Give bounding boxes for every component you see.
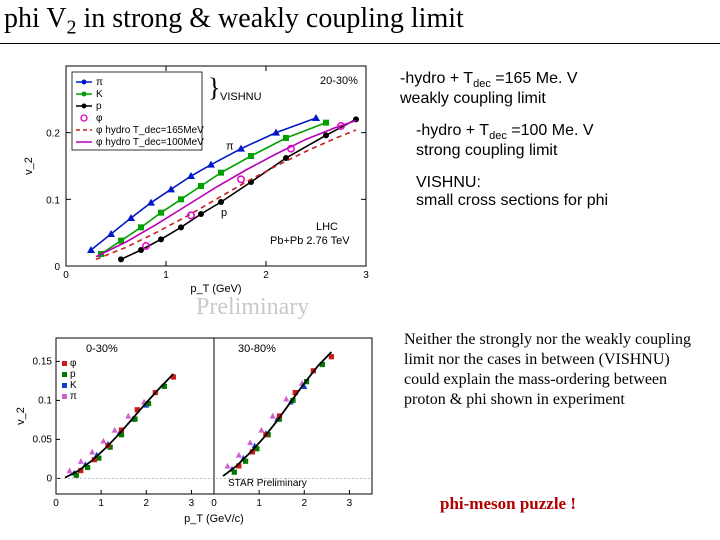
- svg-text:20-30%: 20-30%: [320, 75, 358, 87]
- svg-text:π: π: [70, 391, 77, 402]
- svg-text:K: K: [70, 380, 77, 391]
- page-title: phi V2 in strong & weakly coupling limit: [4, 3, 464, 40]
- title-post: in strong & weakly coupling limit: [77, 3, 464, 34]
- svg-text:p: p: [96, 101, 102, 112]
- weak-line1-pre: -hydro + T: [400, 70, 473, 87]
- title-bar: phi V2 in strong & weakly coupling limit: [0, 0, 720, 44]
- svg-text:Pb+Pb 2.76 TeV: Pb+Pb 2.76 TeV: [270, 235, 350, 247]
- svg-text:K: K: [96, 89, 103, 100]
- svg-text:30-80%: 30-80%: [238, 343, 276, 355]
- vishnu-note: VISHNU: small cross sections for phi: [416, 174, 710, 210]
- strong-coupling-note: -hydro + Tdec =100 Me. V strong coupling…: [416, 122, 710, 160]
- svg-text:0.15: 0.15: [33, 356, 53, 367]
- svg-text:p: p: [70, 369, 76, 380]
- svg-text:π: π: [226, 140, 234, 152]
- svg-text:}: }: [208, 73, 220, 102]
- strong-line1-post: =100 Me. V: [507, 122, 594, 139]
- weak-line1-sub: dec: [473, 78, 491, 90]
- svg-text:2: 2: [263, 270, 269, 281]
- svg-text:0.1: 0.1: [46, 195, 60, 206]
- svg-text:1: 1: [98, 498, 104, 509]
- strong-line1-pre: -hydro + T: [416, 122, 489, 139]
- svg-text:p_T (GeV/c): p_T (GeV/c): [184, 513, 244, 525]
- svg-text:1: 1: [256, 498, 262, 509]
- svg-text:VISHNU: VISHNU: [220, 91, 262, 103]
- svg-text:0.1: 0.1: [38, 395, 52, 406]
- svg-text:2: 2: [302, 498, 308, 509]
- svg-text:0-30%: 0-30%: [86, 343, 118, 355]
- phi-meson-puzzle: phi-meson puzzle !: [440, 494, 576, 514]
- svg-text:0: 0: [63, 270, 69, 281]
- svg-text:3: 3: [189, 498, 195, 509]
- strong-line1-sub: dec: [489, 130, 507, 142]
- svg-text:φ hydro T_dec=100MeV: φ hydro T_dec=100MeV: [96, 137, 204, 148]
- title-sub: 2: [67, 17, 77, 39]
- svg-text:3: 3: [363, 270, 369, 281]
- svg-text:0.05: 0.05: [33, 434, 53, 445]
- svg-text:0: 0: [46, 473, 52, 484]
- svg-text:p: p: [221, 207, 227, 219]
- svg-text:φ: φ: [96, 113, 103, 124]
- weak-line1-post: =165 Me. V: [491, 70, 578, 87]
- strong-line2: strong coupling limit: [416, 142, 710, 160]
- explanation-paragraph: Neither the strongly nor the weakly coup…: [404, 330, 704, 410]
- svg-text:π: π: [96, 77, 103, 88]
- svg-text:v_2: v_2: [23, 157, 35, 175]
- svg-text:LHC: LHC: [316, 221, 338, 233]
- svg-text:φ: φ: [70, 358, 77, 369]
- svg-text:φ hydro T_dec=165MeV: φ hydro T_dec=165MeV: [96, 125, 204, 136]
- title-pre: phi V: [4, 3, 67, 34]
- weak-coupling-note: -hydro + Tdec =165 Me. V weakly coupling…: [400, 70, 710, 108]
- vishnu-text: small cross sections for phi: [416, 192, 710, 210]
- bottom-chart: 0 0.05 0.1 0.15 0 0 1 1 2 2 3 3 v_2 p_T (GeV/c) 0-30% 3…: [10, 330, 390, 530]
- top-chart: 012300.10.2p_T (GeV)v_2πKpφφ hydro T_dec…: [16, 56, 376, 296]
- svg-text:1: 1: [163, 270, 169, 281]
- preliminary-watermark: Preliminary: [196, 294, 309, 321]
- svg-text:0: 0: [53, 498, 59, 509]
- svg-text:v_2: v_2: [15, 407, 27, 425]
- side-notes: -hydro + Tdec =165 Me. V weakly coupling…: [400, 70, 710, 224]
- vishnu-label: VISHNU:: [416, 174, 710, 192]
- svg-text:0.2: 0.2: [46, 129, 60, 140]
- svg-text:3: 3: [347, 498, 353, 509]
- svg-text:0: 0: [54, 262, 60, 273]
- svg-text:0: 0: [211, 498, 217, 509]
- svg-text:2: 2: [144, 498, 150, 509]
- svg-text:STAR Preliminary: STAR Preliminary: [228, 478, 307, 489]
- weak-line2: weakly coupling limit: [400, 90, 710, 108]
